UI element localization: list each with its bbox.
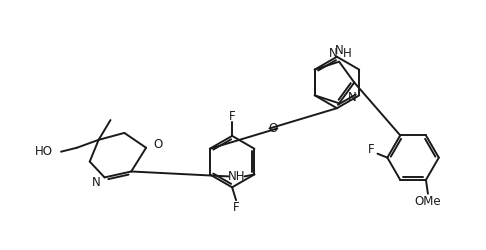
Text: HO: HO <box>35 145 53 158</box>
Text: O: O <box>269 122 278 135</box>
Text: N: N <box>334 44 343 57</box>
Text: O: O <box>153 138 162 151</box>
Text: N: N <box>329 47 337 60</box>
Text: NH: NH <box>228 170 245 183</box>
Text: H: H <box>343 47 352 60</box>
Text: F: F <box>368 143 375 156</box>
Text: F: F <box>233 200 240 213</box>
Text: N: N <box>92 176 101 189</box>
Text: F: F <box>229 110 235 122</box>
Text: N: N <box>348 91 357 104</box>
Text: OMe: OMe <box>415 195 441 208</box>
